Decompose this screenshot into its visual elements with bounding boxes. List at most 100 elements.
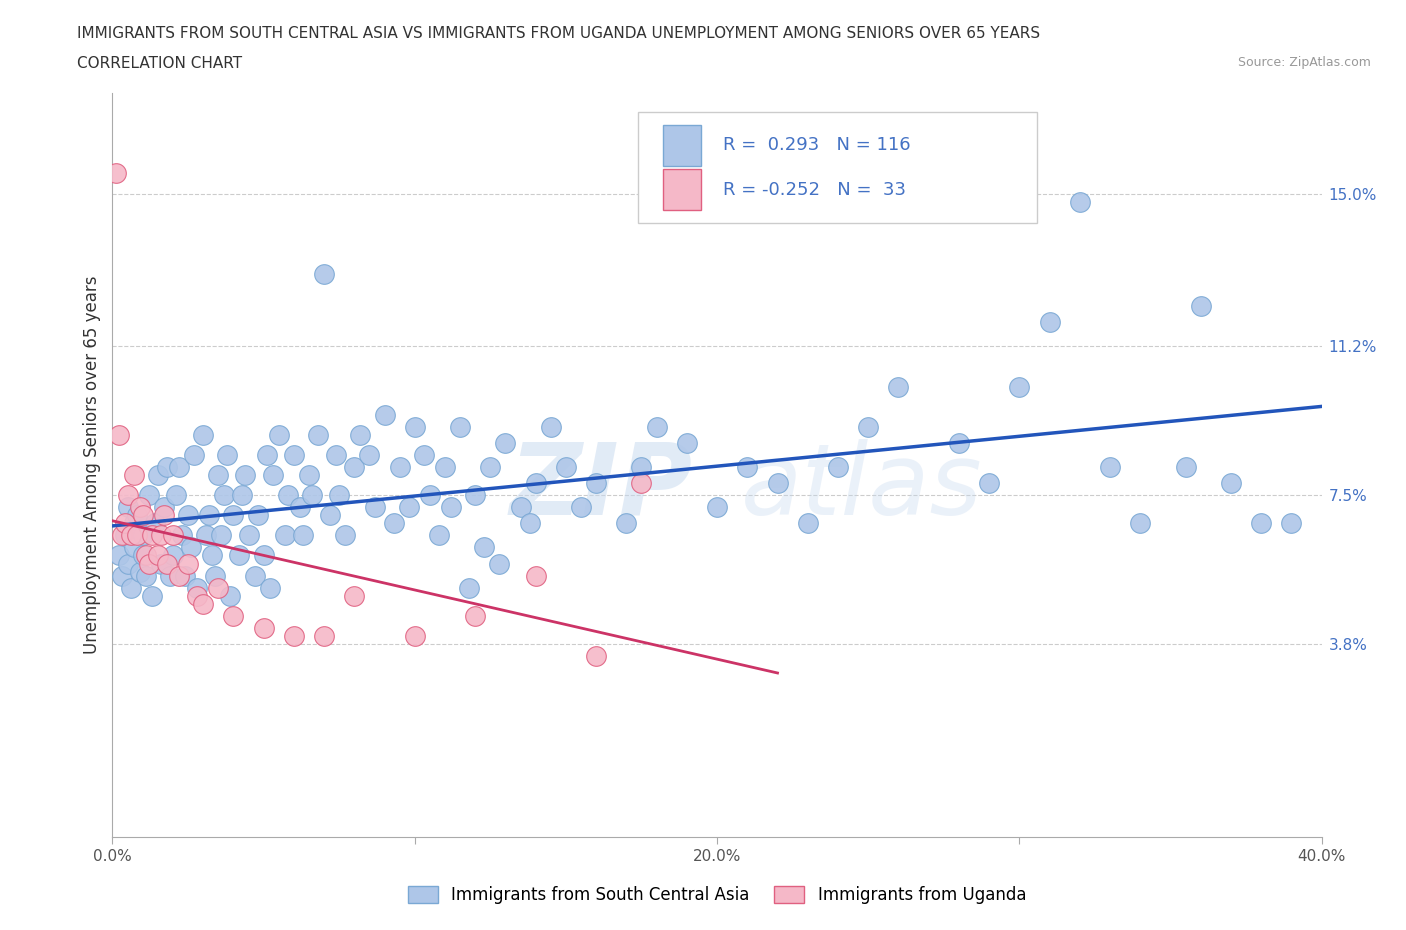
Point [1129, 516, 1152, 531]
Point [132, 508, 155, 523]
Point [219, 589, 242, 604]
Text: CORRELATION CHART: CORRELATION CHART [77, 56, 242, 71]
Point [540, 419, 562, 434]
Point [766, 475, 789, 490]
Point [398, 499, 420, 514]
Point [314, 629, 336, 644]
Point [156, 459, 179, 474]
Point [1174, 459, 1197, 474]
Point [887, 379, 910, 394]
Point [165, 487, 187, 502]
Point [277, 487, 299, 502]
Point [143, 516, 166, 531]
Text: atlas: atlas [741, 439, 983, 536]
Point [509, 499, 531, 514]
Point [404, 629, 426, 644]
Point [231, 487, 253, 502]
Point [1220, 475, 1243, 490]
Point [222, 508, 245, 523]
Point [488, 556, 510, 571]
Point [319, 508, 342, 523]
Point [328, 487, 350, 502]
Point [207, 468, 229, 483]
Point [186, 580, 208, 595]
Text: R =  0.293   N = 116: R = 0.293 N = 116 [723, 136, 911, 154]
Point [125, 508, 148, 523]
Point [104, 166, 127, 180]
Point [167, 459, 190, 474]
Point [569, 499, 592, 514]
Point [204, 568, 226, 583]
Point [298, 468, 321, 483]
Point [110, 568, 132, 583]
Point [283, 629, 305, 644]
Point [554, 459, 576, 474]
Point [495, 435, 517, 450]
Point [120, 528, 142, 543]
Point [162, 548, 184, 563]
Point [122, 468, 145, 483]
Point [228, 548, 250, 563]
Point [616, 516, 638, 531]
Point [191, 428, 214, 443]
Point [325, 447, 347, 462]
Point [675, 435, 697, 450]
Point [449, 419, 471, 434]
Point [274, 528, 297, 543]
Point [388, 459, 411, 474]
Point [186, 589, 208, 604]
Point [404, 419, 426, 434]
Point [141, 589, 163, 604]
Point [253, 548, 276, 563]
Point [159, 568, 181, 583]
Point [1279, 516, 1302, 531]
Y-axis label: Unemployment Among Seniors over 65 years: Unemployment Among Seniors over 65 years [83, 276, 101, 654]
Point [419, 487, 441, 502]
Point [217, 447, 239, 462]
Point [246, 508, 269, 523]
Point [948, 435, 970, 450]
Point [291, 528, 314, 543]
Point [256, 447, 278, 462]
Point [382, 516, 405, 531]
Point [737, 459, 759, 474]
Point [307, 428, 329, 443]
Point [343, 589, 366, 604]
Point [856, 419, 880, 434]
Legend: Immigrants from South Central Asia, Immigrants from Uganda: Immigrants from South Central Asia, Immi… [401, 879, 1033, 910]
Bar [662, 169, 702, 210]
Point [335, 528, 357, 543]
Point [524, 568, 547, 583]
Point [122, 540, 145, 555]
Point [630, 475, 652, 490]
Point [222, 608, 245, 623]
Point [174, 568, 197, 583]
Point [706, 499, 728, 514]
Point [195, 528, 218, 543]
Point [201, 548, 224, 563]
Point [519, 516, 541, 531]
Point [259, 580, 281, 595]
Point [135, 548, 157, 563]
Point [153, 499, 176, 514]
Point [364, 499, 387, 514]
Point [149, 556, 172, 571]
Point [110, 528, 132, 543]
Point [301, 487, 323, 502]
Point [153, 508, 176, 523]
Point [1250, 516, 1272, 531]
Point [374, 407, 396, 422]
Point [440, 499, 463, 514]
Point [314, 267, 336, 282]
Point [209, 528, 232, 543]
Point [1008, 379, 1031, 394]
Text: Source: ZipAtlas.com: Source: ZipAtlas.com [1237, 56, 1371, 69]
Point [343, 459, 366, 474]
Point [359, 447, 381, 462]
Text: R = -0.252   N =  33: R = -0.252 N = 33 [723, 180, 905, 199]
Point [827, 459, 849, 474]
Point [207, 580, 229, 595]
Point [132, 528, 155, 543]
Text: IMMIGRANTS FROM SOUTH CENTRAL ASIA VS IMMIGRANTS FROM UGANDA UNEMPLOYMENT AMONG : IMMIGRANTS FROM SOUTH CENTRAL ASIA VS IM… [77, 26, 1040, 41]
Point [180, 540, 202, 555]
